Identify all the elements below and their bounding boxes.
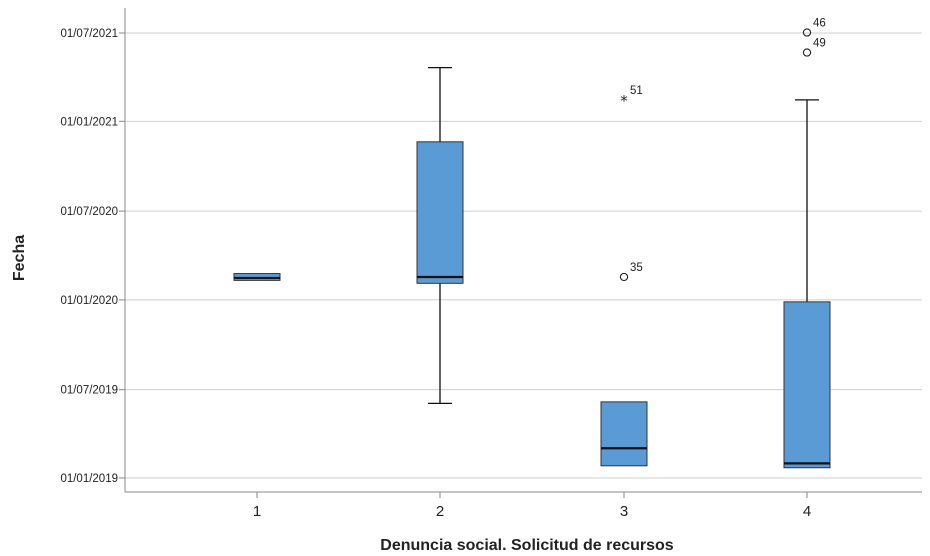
y-axis-title: Fecha	[11, 235, 28, 281]
box-group: 35 *51	[600, 85, 648, 467]
x-tick-label: 1	[253, 503, 261, 520]
iqr-box	[600, 401, 648, 467]
iqr-box	[416, 141, 464, 284]
y-tick-labels: 01/01/2019 01/07/2019 01/01/2020 01/07/2020…	[60, 28, 125, 485]
outlier-circle	[802, 48, 812, 57]
outlier-label: 35	[630, 262, 643, 274]
gridlines	[125, 32, 922, 479]
y-tick-label: 01/07/2021	[60, 28, 118, 40]
x-tick-labels: 1 2 3 4	[253, 492, 811, 520]
y-tick-label: 01/01/2020	[60, 295, 118, 307]
y-tick-label: 01/07/2020	[60, 206, 118, 218]
box-series: 35 *51 46 49	[233, 18, 831, 469]
x-tick-label: 2	[436, 503, 444, 520]
box-group	[233, 273, 281, 281]
iqr-box	[783, 301, 831, 469]
x-tick-label: 3	[620, 503, 628, 520]
x-axis-title: Denuncia social. Solicitud de recursos	[380, 537, 674, 554]
outlier-label: 46	[813, 18, 826, 30]
outlier-label: 49	[813, 38, 826, 50]
box-group: 46 49	[783, 18, 831, 469]
outlier-label: 51	[630, 85, 643, 97]
x-tick-label: 4	[803, 503, 811, 520]
axes	[124, 8, 922, 493]
outlier-circle	[619, 272, 629, 282]
outlier-star: *	[620, 92, 628, 110]
outlier-circle	[802, 28, 812, 37]
y-tick-label: 01/01/2019	[60, 473, 118, 485]
box-group	[416, 66, 464, 404]
y-tick-label: 01/01/2021	[60, 116, 118, 128]
y-tick-label: 01/07/2019	[60, 385, 118, 397]
